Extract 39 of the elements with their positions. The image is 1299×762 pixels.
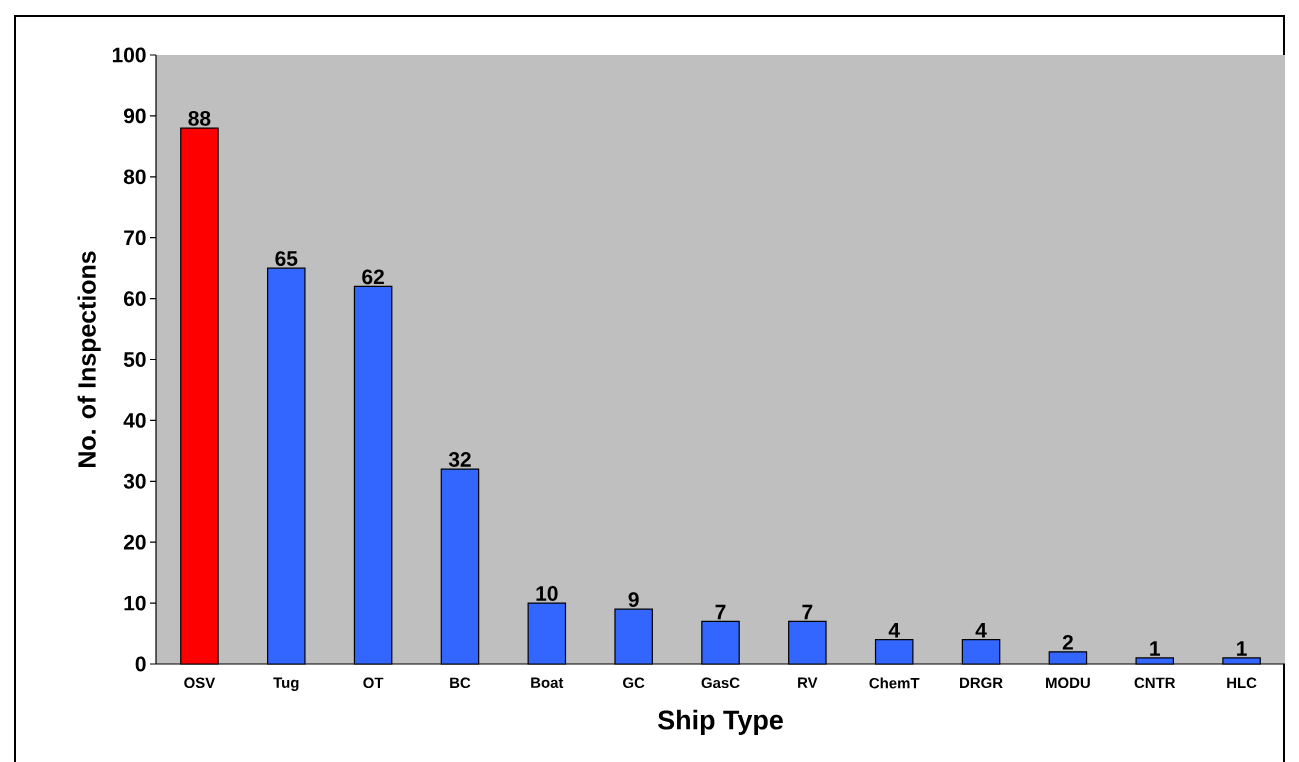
x-tick-label: Tug [273,677,299,691]
x-tick-label: MODU [1046,677,1090,689]
data-label: 1 [1237,641,1247,656]
y-tick-label: 40 [123,412,146,428]
data-label: 2 [1062,635,1073,650]
data-label: 7 [802,604,813,620]
y-tick-label: 80 [123,169,146,185]
y-tick-label: 60 [123,291,146,306]
x-tick-label: OSV [184,677,216,689]
x-tick-label: OT [363,677,384,689]
data-label: 65 [275,251,298,266]
y-tick-label: 50 [123,352,146,367]
x-tick-label: Boat [531,677,564,688]
x-tick-label: GC [623,677,645,689]
data-label: 32 [448,452,471,467]
data-label: 9 [628,592,639,607]
x-tick-label: RV [798,677,818,688]
x-tick-label: HLC [1227,677,1257,689]
y-axis-title: No. of Inspections [77,251,101,467]
y-tick-label: 90 [123,108,146,124]
data-label: 62 [362,269,384,285]
data-label: 4 [888,623,900,638]
x-tick-label: CNTR [1134,677,1176,689]
x-tick-label: DRGR [960,677,1003,689]
data-label: 88 [188,111,211,126]
x-tick-label: ChemT [869,677,920,689]
y-tick-label: 10 [124,595,146,611]
data-label: 1 [1150,641,1160,656]
y-tick-label: 100 [112,47,146,63]
y-tick-label: 70 [124,230,146,246]
y-tick-label: 30 [123,473,146,489]
y-tick-label: 0 [135,656,146,672]
data-label: 4 [975,623,987,638]
x-axis-title: Ship Type [658,709,783,735]
data-label: 7 [715,604,726,620]
y-tick-label: 20 [123,534,146,550]
data-label: 10 [536,586,558,601]
x-tick-label: BC [450,677,471,689]
x-tick-label: GasC [701,677,740,689]
